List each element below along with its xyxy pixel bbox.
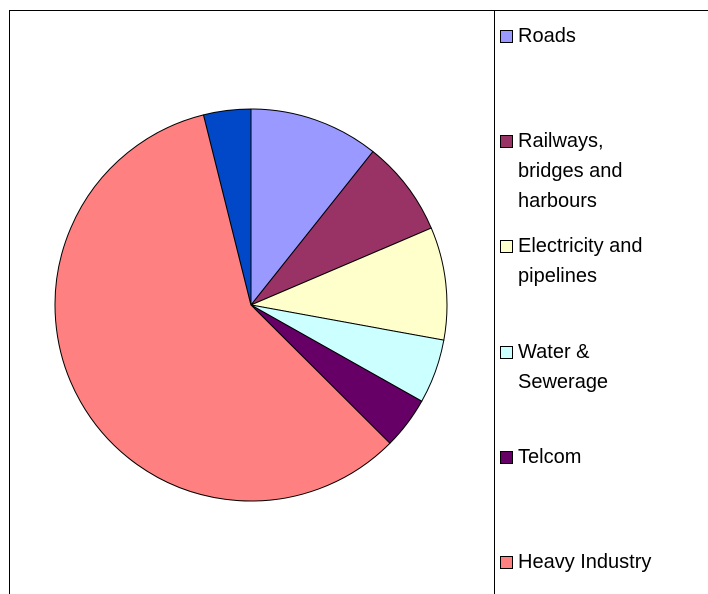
pie-slice (54, 114, 391, 502)
legend-label: Heavy Industry (518, 551, 652, 573)
legend-swatch (500, 556, 513, 569)
legend-label: Roads (518, 25, 576, 47)
legend-entry: Electricity and pipelines (500, 231, 700, 291)
legend-entry: Heavy Industry (500, 547, 700, 577)
legend-label: Electricity and pipelines (518, 235, 643, 288)
legend-swatch (500, 450, 513, 464)
pie-slice (249, 227, 448, 341)
pie-slice (250, 108, 374, 307)
legend-label: Telcom (518, 445, 582, 468)
legend-entry: Railways, bridges and harbours (500, 126, 700, 216)
legend-label: Railways, bridges and harbours (518, 130, 623, 213)
legend-label: Water & Sewerage (518, 340, 609, 393)
pie-slice (250, 150, 432, 306)
pie-slice (202, 108, 252, 306)
legend-swatch (500, 240, 513, 254)
legend-swatch (500, 30, 513, 43)
legend-entry: Roads (500, 21, 700, 51)
legend-entry: Telcom (500, 442, 700, 472)
legend-swatch (500, 345, 513, 359)
legend-swatch (500, 135, 513, 149)
legend-entry: Water & Sewerage (500, 337, 700, 397)
